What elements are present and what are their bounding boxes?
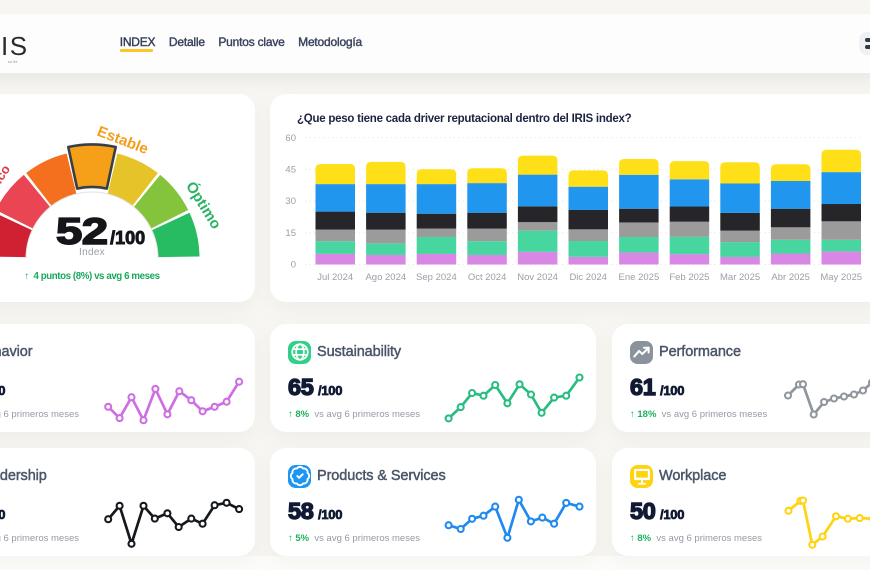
svg-text:45: 45 [285, 165, 296, 176]
svg-text:Abr 2025: Abr 2025 [771, 272, 810, 283]
svg-text:Oct 2024: Oct 2024 [468, 272, 507, 283]
svg-text:30: 30 [285, 196, 296, 207]
svg-text:Ene 2025: Ene 2025 [619, 272, 660, 283]
svg-text:Dic 2024: Dic 2024 [569, 272, 607, 283]
svg-text:Nov 2024: Nov 2024 [517, 272, 558, 283]
svg-text:Mar 2025: Mar 2025 [720, 272, 760, 283]
svg-text:Ago 2024: Ago 2024 [365, 272, 406, 283]
svg-text:May 2025: May 2025 [820, 272, 862, 283]
svg-text:Feb 2025: Feb 2025 [669, 272, 709, 283]
svg-text:Jul 2024: Jul 2024 [317, 272, 353, 283]
svg-text:15: 15 [285, 228, 296, 239]
svg-text:60: 60 [285, 133, 296, 144]
svg-text:0: 0 [291, 260, 296, 271]
svg-text:Sep 2024: Sep 2024 [416, 272, 457, 283]
